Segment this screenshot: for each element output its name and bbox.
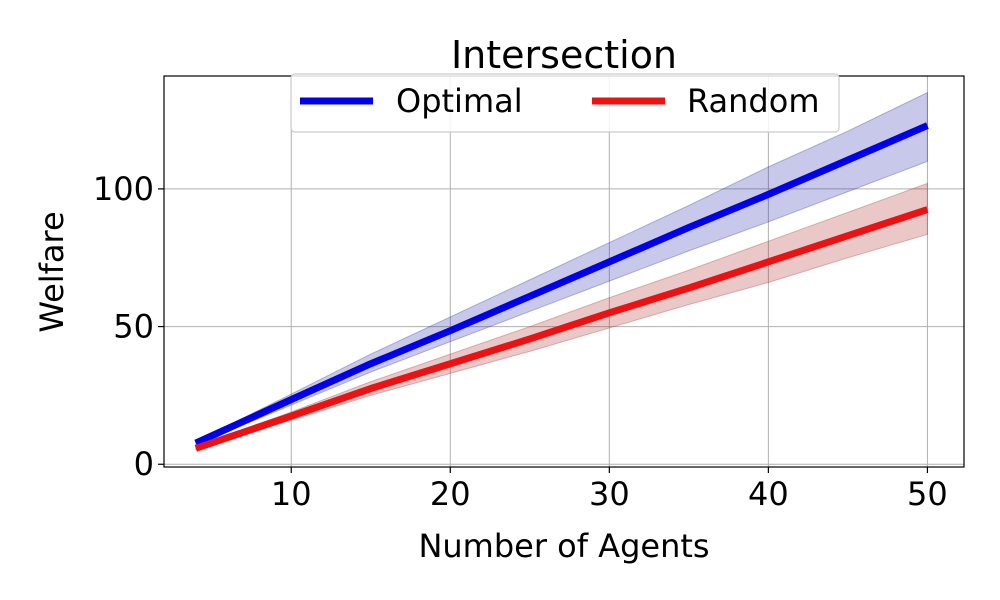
line-optimal bbox=[194, 122, 929, 447]
y-tick-label: 50 bbox=[113, 308, 154, 346]
x-tick-label: 50 bbox=[907, 475, 948, 513]
legend-box bbox=[290, 73, 840, 133]
y-tick-label: 0 bbox=[134, 445, 154, 483]
y-axis-label: Welfare bbox=[33, 211, 71, 332]
x-tick-label: 20 bbox=[430, 475, 471, 513]
chart-title: Intersection bbox=[451, 33, 677, 77]
legend-label-optimal: Optimal bbox=[396, 82, 523, 120]
series-lines bbox=[194, 122, 929, 452]
grid bbox=[164, 76, 964, 467]
axis-ticks: 10 20 30 40 50 0 50 100 bbox=[93, 170, 948, 513]
legend-label-random: Random bbox=[687, 82, 819, 120]
line-random bbox=[194, 206, 929, 452]
x-tick-label: 30 bbox=[589, 475, 630, 513]
x-axis-label: Number of Agents bbox=[418, 527, 709, 565]
x-tick-label: 10 bbox=[271, 475, 312, 513]
legend: Optimal Random bbox=[290, 73, 840, 133]
y-tick-label: 100 bbox=[93, 170, 154, 208]
x-tick-label: 40 bbox=[748, 475, 789, 513]
